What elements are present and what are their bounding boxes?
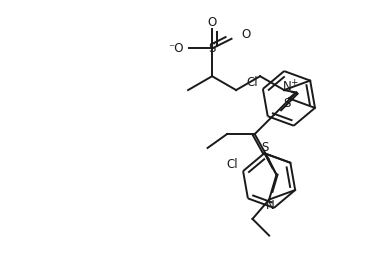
- Text: S: S: [208, 42, 216, 55]
- Text: Cl: Cl: [226, 158, 238, 171]
- Text: +: +: [290, 78, 298, 87]
- Text: O: O: [241, 28, 251, 41]
- Text: Cl: Cl: [246, 76, 258, 89]
- Text: S: S: [283, 97, 291, 110]
- Text: N: N: [266, 199, 275, 212]
- Text: O: O: [207, 16, 217, 29]
- Text: ⁻O: ⁻O: [168, 42, 184, 55]
- Text: N: N: [283, 79, 292, 93]
- Text: S: S: [262, 141, 269, 154]
